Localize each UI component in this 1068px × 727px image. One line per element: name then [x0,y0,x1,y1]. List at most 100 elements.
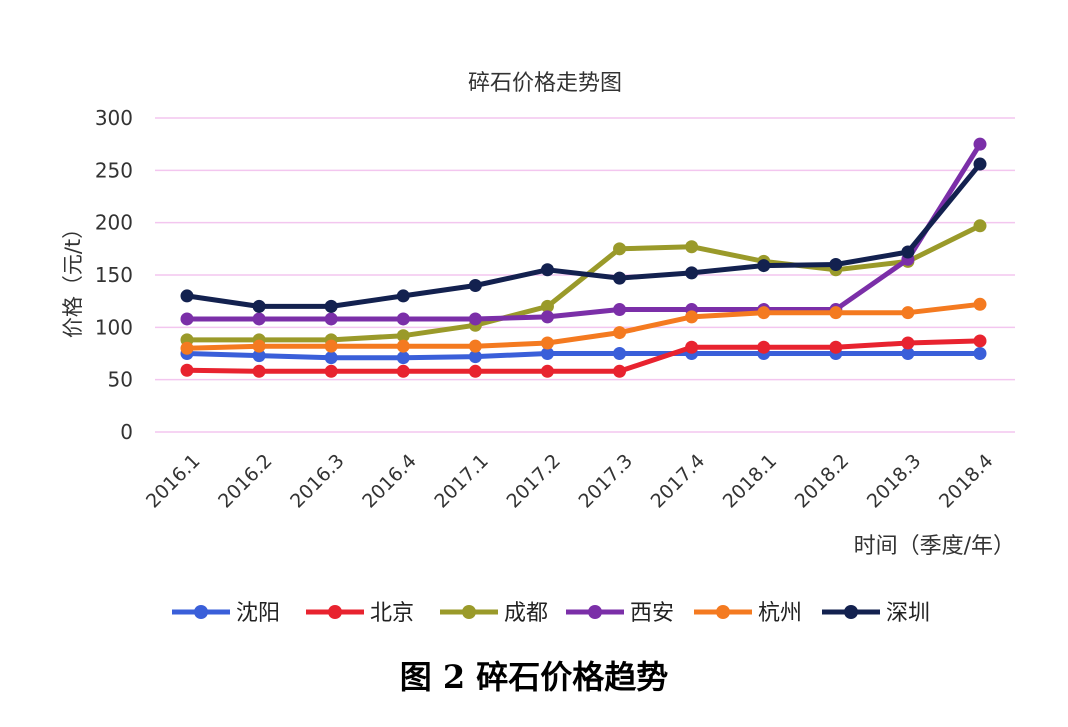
series-line [184,161,983,309]
y-tick-label: 150 [95,263,133,287]
data-point [829,340,843,354]
data-point [540,336,554,350]
gridlines [155,117,1015,433]
data-point [540,299,554,313]
data-point [829,306,843,320]
data-point [396,339,410,353]
legend-item: 杭州 [694,601,802,626]
data-point [757,340,771,354]
series-3 [180,137,987,326]
x-tick-label: 2017.2 [502,450,565,513]
data-point [324,299,338,313]
legend-label: 杭州 [758,601,802,626]
y-tick-label: 0 [120,420,133,444]
series-5 [180,157,987,313]
x-tick-label: 2017.1 [430,450,493,513]
data-point [901,347,915,360]
data-point [468,350,482,364]
series-line [184,351,983,361]
data-point [540,364,554,378]
legend-marker [194,605,208,619]
data-point [324,364,338,378]
y-tick-label: 50 [108,368,133,392]
data-point [685,340,699,354]
x-tick-label: 2017.4 [647,450,710,513]
data-point [468,278,482,292]
data-point [973,219,987,233]
data-point [252,349,266,363]
y-tick-label: 100 [95,315,133,339]
legend-label: 沈阳 [236,601,280,626]
data-point [757,259,771,273]
series-4 [180,297,987,355]
legend: 沈阳 北京 成都 西安 杭州 深圳 [172,601,930,626]
data-point [180,341,194,355]
data-point [685,240,699,254]
y-axis-label: 价格（元/t） [61,218,85,338]
legend-marker [462,605,476,619]
y-axis-ticks: 0 50 100 150 200 250 300 [95,106,133,444]
legend-label: 成都 [504,601,548,626]
x-axis-label: 时间（季度/年） [854,534,1015,559]
x-tick-label: 2017.3 [575,450,638,513]
x-tick-label: 2018.3 [863,450,926,513]
data-point [901,245,915,259]
data-point [396,312,410,326]
data-point [613,303,627,317]
data-point [540,263,554,277]
legend-item: 沈阳 [172,601,280,626]
series-line [184,141,983,322]
legend-marker [588,605,602,619]
data-point [613,242,627,256]
legend-item: 西安 [566,601,674,626]
series-line [184,338,983,374]
data-point [180,312,194,326]
x-tick-label: 2016.4 [358,450,421,513]
data-point [973,137,987,151]
data-point [396,351,410,365]
legend-item: 北京 [306,601,414,626]
x-tick-label: 2018.2 [791,450,854,513]
x-tick-label: 2016.3 [286,450,349,513]
data-point [252,299,266,313]
data-point [252,312,266,326]
legend-label: 西安 [630,601,674,626]
x-tick-label: 2016.1 [142,450,205,513]
legend-label: 北京 [370,601,414,626]
y-tick-label: 250 [95,158,133,182]
data-point [468,364,482,378]
series-1 [180,334,987,378]
x-tick-label: 2018.4 [935,450,998,513]
data-point [973,347,987,360]
data-point [468,339,482,353]
data-point [685,266,699,280]
data-point [180,363,194,377]
series-lines [180,137,987,378]
series-0 [180,347,987,365]
data-point [613,347,627,360]
legend-marker [716,605,730,619]
legend-item: 成都 [440,601,548,626]
series-line [184,301,983,351]
data-point [973,157,987,171]
data-point [685,310,699,324]
x-tick-label: 2016.2 [214,450,277,513]
data-point [973,334,987,348]
data-point [324,351,338,365]
chart-title: 碎石价格走势图 [468,71,622,96]
data-point [973,297,987,311]
data-point [901,336,915,350]
y-tick-label: 200 [95,211,133,235]
legend-marker [328,605,342,619]
data-point [324,312,338,326]
series-line [184,223,983,343]
data-point [829,258,843,272]
data-point [540,347,554,360]
data-point [324,339,338,353]
data-point [396,289,410,303]
data-point [901,306,915,320]
data-point [252,339,266,353]
data-point [252,364,266,378]
figure-caption: 图 2 碎石价格趋势 [399,658,669,696]
